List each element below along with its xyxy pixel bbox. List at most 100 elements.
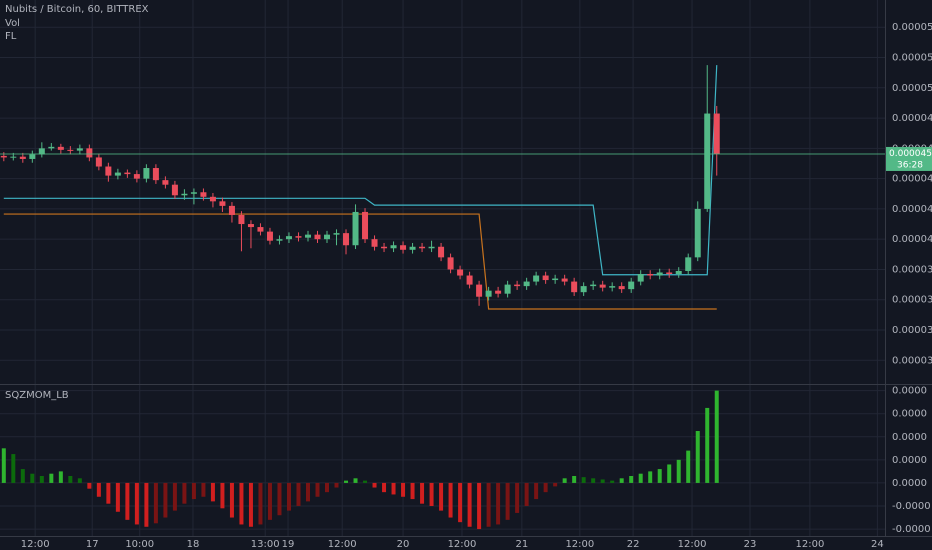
x-tick-label: 22 bbox=[627, 539, 640, 550]
momentum-bar bbox=[144, 482, 149, 527]
momentum-bar bbox=[68, 476, 73, 483]
candle-body bbox=[238, 214, 245, 225]
y-tick-label: -0.0000 bbox=[892, 524, 931, 535]
candle-body bbox=[143, 168, 150, 179]
momentum-bar bbox=[401, 482, 406, 497]
candle-body bbox=[29, 154, 36, 159]
candle-body bbox=[304, 234, 311, 238]
momentum-bar bbox=[439, 482, 444, 511]
y-tick-label: 0.00004800 bbox=[892, 113, 932, 124]
momentum-bar bbox=[344, 480, 349, 483]
candle-body bbox=[324, 234, 331, 240]
momentum-bar bbox=[182, 482, 187, 504]
momentum-bar bbox=[1, 448, 6, 483]
y-tick-label: 0.0000 bbox=[892, 432, 927, 443]
candle-body bbox=[381, 246, 388, 249]
momentum-bar bbox=[220, 482, 225, 509]
momentum-bar bbox=[705, 407, 710, 483]
last-price-label: 0.00004563 bbox=[889, 149, 932, 159]
momentum-bar bbox=[382, 482, 387, 493]
candle-body bbox=[523, 281, 530, 287]
y-tick-label: 0.00003200 bbox=[892, 355, 932, 366]
momentum-bar bbox=[458, 482, 463, 523]
momentum-bar bbox=[49, 473, 54, 483]
x-tick-label: 21 bbox=[516, 539, 529, 550]
candle-body bbox=[57, 146, 64, 150]
candle-body bbox=[219, 201, 226, 206]
momentum-bar bbox=[96, 482, 101, 497]
candle-body bbox=[647, 274, 654, 276]
momentum-bar bbox=[267, 482, 272, 520]
momentum-bar bbox=[477, 482, 482, 530]
x-tick-label: 19 bbox=[282, 539, 295, 550]
candle-body bbox=[666, 272, 673, 275]
last-price-box bbox=[886, 146, 932, 171]
candle-body bbox=[495, 290, 502, 294]
momentum-bar bbox=[581, 477, 586, 483]
candle-body bbox=[162, 180, 169, 185]
candle-body bbox=[171, 184, 178, 196]
candle-body bbox=[352, 211, 359, 246]
candle-body bbox=[628, 281, 635, 290]
y-tick-label: 0.00004400 bbox=[892, 174, 932, 185]
y-tick-label: 0.0000 bbox=[892, 455, 927, 466]
momentum-bar bbox=[248, 482, 253, 527]
candle-body bbox=[200, 192, 207, 197]
candle-body bbox=[343, 233, 350, 246]
momentum-bar bbox=[410, 482, 415, 500]
candle-body bbox=[124, 172, 131, 175]
x-tick-label: 12:00 bbox=[565, 539, 594, 550]
momentum-bar bbox=[58, 471, 63, 483]
candle-body bbox=[38, 148, 45, 155]
candle-body bbox=[371, 239, 378, 247]
y-tick-label: 0.00004000 bbox=[892, 234, 932, 245]
candle-body bbox=[190, 192, 197, 194]
momentum-bar bbox=[572, 476, 577, 483]
momentum-bar bbox=[543, 482, 548, 493]
candle-body bbox=[552, 278, 559, 281]
candle-body bbox=[637, 274, 644, 282]
candle-body bbox=[694, 208, 701, 258]
candle-body bbox=[152, 168, 159, 181]
momentum-bar bbox=[657, 469, 662, 483]
momentum-bar bbox=[315, 482, 320, 497]
candle-body bbox=[447, 257, 454, 270]
symbol-title: Nubits / Bitcoin, 60, BITTREX bbox=[5, 4, 149, 15]
momentum-bar bbox=[239, 482, 244, 525]
axis-labels: 12:00 17 10:00 18 13:00 19 12:00 20 12:00 21 12:00… bbox=[21, 22, 932, 550]
candle-body bbox=[533, 275, 540, 282]
candle-body bbox=[86, 148, 93, 158]
momentum-bar bbox=[629, 476, 634, 483]
candle-body bbox=[542, 275, 549, 281]
momentum-bar bbox=[77, 478, 82, 483]
candle-body bbox=[228, 205, 235, 215]
candle-body bbox=[114, 172, 121, 176]
momentum-bar bbox=[695, 431, 700, 483]
candle-body bbox=[514, 284, 521, 287]
momentum-bar bbox=[363, 480, 368, 483]
candle-body bbox=[485, 290, 492, 297]
candle-body bbox=[504, 284, 511, 294]
candle-body bbox=[285, 236, 292, 240]
candle-body bbox=[466, 275, 473, 285]
momentum-bar bbox=[610, 480, 615, 483]
momentum-bar bbox=[524, 482, 529, 506]
candle-body bbox=[713, 113, 720, 154]
x-tick-label: 24 bbox=[871, 539, 884, 550]
y-tick-label: 0.00005400 bbox=[892, 22, 932, 33]
momentum-bar bbox=[667, 464, 672, 483]
candle-body bbox=[609, 286, 616, 288]
x-tick-label: 10:00 bbox=[125, 539, 154, 550]
candle-body bbox=[67, 149, 74, 151]
momentum-bar bbox=[325, 482, 330, 493]
momentum-bar bbox=[286, 482, 291, 511]
candle-body bbox=[133, 174, 140, 179]
candle-body bbox=[257, 227, 264, 232]
y-tick-label: 0.0000 bbox=[892, 478, 927, 489]
x-tick-label: 12:00 bbox=[678, 539, 707, 550]
momentum-bar bbox=[11, 454, 16, 483]
candle-body bbox=[295, 236, 302, 238]
candle-body bbox=[333, 233, 340, 235]
candle-body bbox=[704, 113, 711, 209]
